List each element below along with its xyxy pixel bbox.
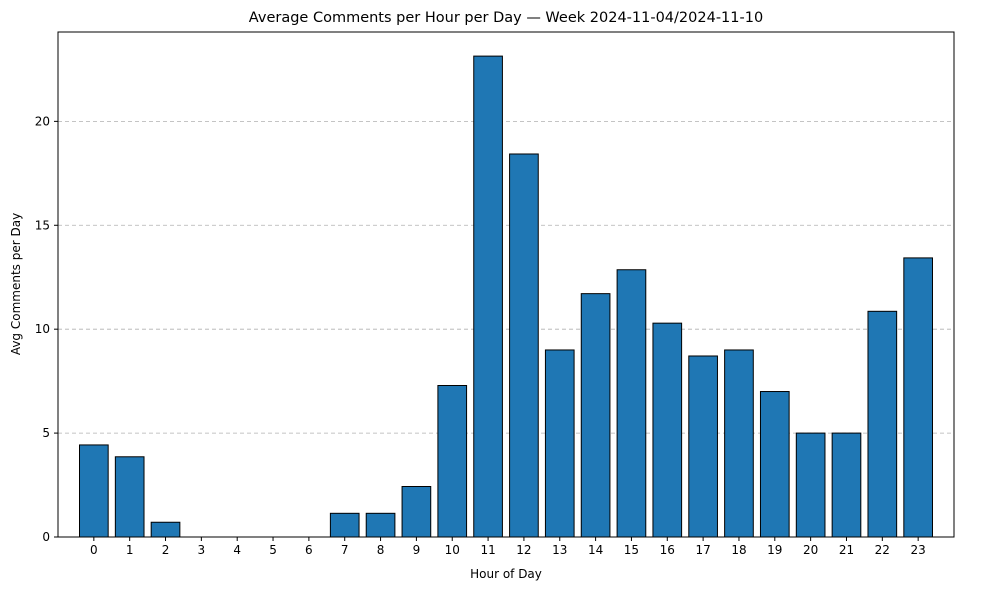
y-axis-label: Avg Comments per Day bbox=[9, 213, 23, 355]
x-tick-label: 11 bbox=[480, 543, 495, 557]
bar-hour-2 bbox=[150, 521, 181, 538]
bar-hour-14 bbox=[580, 293, 611, 538]
bar-hour-9 bbox=[401, 486, 432, 538]
plot-frame bbox=[57, 31, 955, 538]
x-tick-label: 14 bbox=[588, 543, 603, 557]
x-tick-label: 13 bbox=[552, 543, 567, 557]
x-tick-label: 17 bbox=[695, 543, 710, 557]
bar-hour-19 bbox=[759, 391, 790, 538]
bar-hour-1 bbox=[114, 456, 145, 538]
bar-hour-13 bbox=[544, 349, 575, 538]
bar-hour-23 bbox=[903, 257, 933, 538]
x-tick-label: 5 bbox=[269, 543, 277, 557]
x-tick-label: 0 bbox=[90, 543, 98, 557]
bar-hour-7 bbox=[329, 512, 360, 538]
x-tick-label: 22 bbox=[875, 543, 890, 557]
bar-hour-10 bbox=[437, 385, 468, 538]
x-tick-label: 12 bbox=[516, 543, 531, 557]
bar-hour-17 bbox=[688, 355, 718, 538]
y-tick-label: 10 bbox=[35, 322, 50, 336]
x-tick-label: 21 bbox=[839, 543, 854, 557]
bar-hour-21 bbox=[831, 432, 862, 538]
x-tick-label: 10 bbox=[445, 543, 460, 557]
bar-hour-0 bbox=[79, 444, 109, 538]
grid-lines bbox=[58, 120, 954, 434]
chart-title: Average Comments per Hour per Day — Week… bbox=[249, 10, 763, 26]
bar-hour-15 bbox=[616, 269, 647, 538]
x-tick-label: 16 bbox=[660, 543, 675, 557]
x-tick-label: 1 bbox=[126, 543, 134, 557]
bar-hour-12 bbox=[509, 153, 539, 538]
y-tick-label: 5 bbox=[42, 426, 50, 440]
bar-hour-22 bbox=[867, 310, 898, 538]
x-axis-label: Hour of Day bbox=[470, 567, 542, 581]
x-tick-label: 20 bbox=[803, 543, 818, 557]
y-tick-label: 15 bbox=[35, 218, 50, 232]
bar-hour-8 bbox=[365, 512, 396, 538]
x-tick-label: 7 bbox=[341, 543, 349, 557]
x-tick-label: 6 bbox=[305, 543, 313, 557]
bar-hour-11 bbox=[473, 55, 503, 538]
bar-hour-16 bbox=[652, 322, 683, 538]
x-tick-label: 19 bbox=[767, 543, 782, 557]
x-tick-label: 18 bbox=[731, 543, 746, 557]
x-tick-label: 4 bbox=[233, 543, 241, 557]
x-tick-label: 9 bbox=[413, 543, 421, 557]
x-tick-label: 23 bbox=[911, 543, 926, 557]
y-tick-label: 20 bbox=[35, 114, 50, 128]
bar-hour-20 bbox=[795, 432, 826, 538]
x-tick-label: 8 bbox=[377, 543, 385, 557]
bars bbox=[79, 55, 933, 538]
bar-hour-18 bbox=[724, 349, 754, 538]
x-tick-label: 2 bbox=[162, 543, 170, 557]
x-tick-label: 15 bbox=[624, 543, 639, 557]
x-tick-label: 3 bbox=[198, 543, 206, 557]
y-tick-label: 0 bbox=[42, 530, 50, 544]
